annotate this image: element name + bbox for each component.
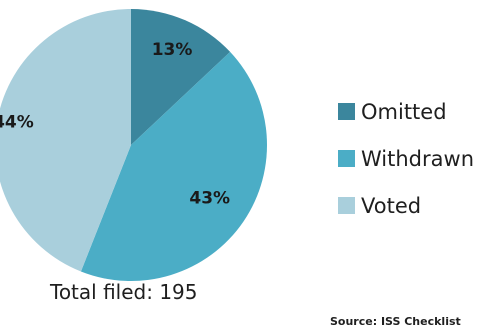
legend-swatch-omitted	[338, 103, 355, 120]
legend-swatch-withdrawn	[338, 150, 355, 167]
legend-item-withdrawn: Withdrawn	[338, 135, 474, 182]
legend-label-omitted: Omitted	[361, 99, 447, 124]
legend-swatch-voted	[338, 197, 355, 214]
legend-label-withdrawn: Withdrawn	[361, 146, 474, 171]
pie-slice-withdrawn	[80, 51, 268, 282]
legend-item-voted: Voted	[338, 182, 474, 229]
slice-label-voted: 44%	[0, 113, 34, 133]
legend-label-voted: Voted	[361, 193, 422, 218]
slice-label-withdrawn: 43%	[189, 189, 230, 209]
legend: Omitted Withdrawn Voted	[338, 88, 474, 229]
pie-slice-omitted	[131, 9, 231, 145]
pie-slice-voted	[0, 9, 131, 272]
source-note: Source: ISS Checklist	[330, 315, 461, 328]
slice-label-omitted: 13%	[152, 40, 193, 60]
legend-item-omitted: Omitted	[338, 88, 474, 135]
total-filed-note: Total filed: 195	[50, 280, 198, 304]
